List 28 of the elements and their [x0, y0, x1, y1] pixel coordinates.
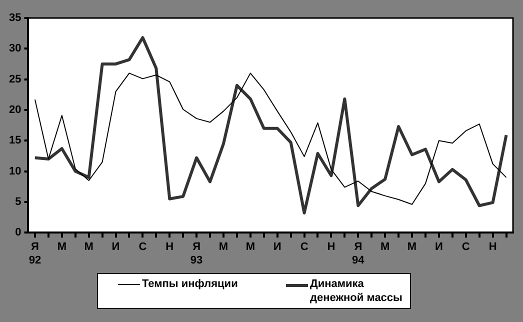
- x-tick-label: Н: [488, 241, 497, 254]
- x-tick-label: Н: [166, 241, 174, 254]
- y-tick-label: 15: [8, 134, 22, 147]
- y-tick-label: 20: [8, 104, 22, 116]
- x-tick-label: М: [218, 241, 228, 254]
- y-tick-label: 35: [8, 12, 22, 24]
- y-tick-label: 10: [8, 165, 22, 178]
- x-tick-label: И: [434, 241, 443, 254]
- x-tick-label: С: [462, 241, 470, 254]
- x-tick-label: С: [138, 241, 147, 254]
- legend-label: Темпы инфляции: [142, 277, 239, 291]
- x-tick-label: С: [300, 241, 308, 254]
- x-tick-label: И: [273, 241, 282, 254]
- y-tick-label: 30: [8, 42, 22, 55]
- x-tick-label: М: [57, 241, 66, 254]
- x-tick-label: И: [112, 241, 120, 254]
- x-tick-label: Н: [327, 241, 336, 254]
- y-tick-label: 5: [15, 196, 22, 208]
- y-tick-label: 0: [15, 226, 22, 239]
- y-tick-label: 25: [8, 73, 22, 86]
- x-tick-label: М: [407, 241, 417, 254]
- x-tick-label: Я 94: [352, 241, 366, 266]
- x-tick-label: М: [84, 241, 94, 254]
- x-tick-label: М: [380, 241, 390, 254]
- x-tick-label: Я 93: [190, 241, 203, 266]
- x-tick-label: М: [246, 241, 256, 254]
- legend-label: Динамика денежной массы: [310, 277, 404, 305]
- x-tick-label: Я 92: [28, 241, 42, 266]
